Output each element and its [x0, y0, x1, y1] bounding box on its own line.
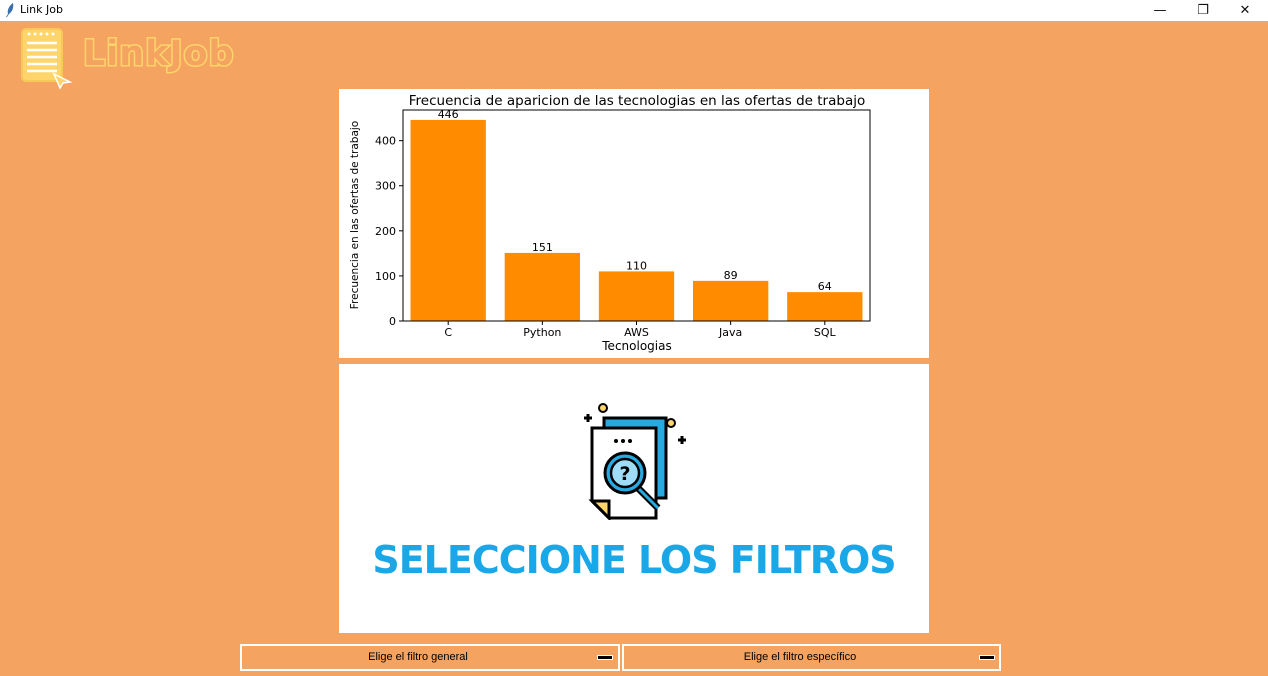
general-filter-dropdown[interactable]: Elige el filtro general	[240, 644, 620, 671]
document-search-question-icon: ?	[584, 403, 686, 520]
x-tick-label: Java	[718, 326, 742, 339]
bar-value-label: 110	[626, 259, 647, 272]
y-tick-label: 100	[375, 270, 396, 283]
bar-value-label: 446	[438, 108, 459, 121]
chart-bar	[410, 119, 486, 321]
restore-button[interactable]: ❐	[1197, 3, 1209, 18]
feather-icon	[6, 3, 14, 17]
chart-bar	[692, 280, 769, 321]
chart-title: Frecuencia de aparicion de las tecnologi…	[409, 93, 865, 109]
x-tick-label: C	[444, 326, 452, 339]
y-tick-label: 0	[389, 315, 396, 328]
window-title: Link Job	[20, 3, 63, 16]
chart-panel: Frecuencia de aparicion de las tecnologi…	[339, 89, 929, 358]
chart-plot-frame	[402, 109, 871, 322]
close-button[interactable]: ✕	[1239, 3, 1251, 18]
notepad-logo-icon	[21, 28, 73, 90]
y-tick-label: 300	[375, 180, 396, 193]
general-filter-label: Elige el filtro general	[368, 651, 468, 663]
specific-filter-label: Elige el filtro específico	[743, 651, 857, 663]
select-filters-caption: SELECCIONE LOS FILTROS	[372, 538, 896, 582]
dropdown-indicator-icon	[597, 655, 613, 660]
minimize-button[interactable]: —	[1153, 3, 1167, 18]
x-tick-label: AWS	[624, 326, 649, 339]
chart-ylabel: Frecuencia en las ofertas de trabajo	[349, 121, 361, 309]
specific-filter-dropdown[interactable]: Elige el filtro específico	[622, 644, 1001, 671]
y-tick-label: 400	[375, 135, 396, 148]
x-tick-label: Python	[523, 326, 561, 339]
y-tick-label: 200	[375, 225, 396, 238]
filters-placeholder-panel: ? SELECCIONE LOS FILTROS	[339, 364, 929, 633]
bar-value-label: 89	[724, 269, 738, 282]
app-logo: LinkJob	[18, 26, 240, 90]
chart-bar	[787, 292, 863, 321]
svg-text:?: ?	[619, 463, 630, 485]
chart-bar	[598, 271, 675, 321]
window-titlebar: Link Job — ❐ ✕	[0, 0, 1268, 21]
dropdown-indicator-icon	[979, 655, 995, 660]
chart-bar	[504, 252, 581, 321]
logo-text: LinkJob	[82, 33, 236, 76]
x-tick-label: SQL	[814, 326, 837, 339]
technology-frequency-chart: Frecuencia de aparicion de las tecnologi…	[349, 93, 871, 353]
bar-value-label: 64	[818, 280, 832, 293]
chart-xlabel: Tecnologias	[601, 339, 671, 353]
bar-value-label: 151	[532, 241, 553, 254]
